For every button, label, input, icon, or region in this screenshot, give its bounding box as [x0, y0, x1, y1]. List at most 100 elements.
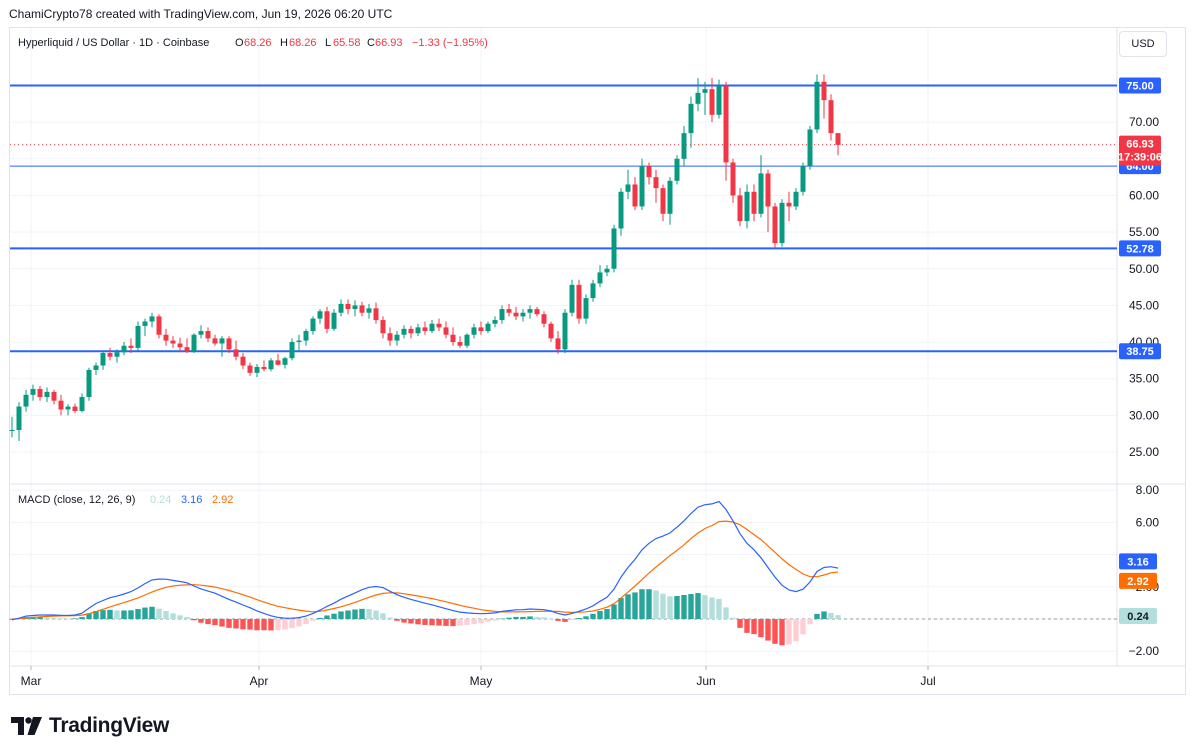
candle [485, 321, 491, 334]
macd-histogram-bar [443, 619, 449, 626]
macd-line [11, 500, 839, 621]
candle [289, 338, 295, 361]
macd-histogram-bar [541, 617, 547, 619]
candle-body [114, 352, 120, 357]
macd-histogram-bar [492, 619, 498, 621]
candle-body [212, 338, 218, 344]
candle-body [415, 327, 421, 334]
signal-value-tag: 2.92 [1119, 572, 1157, 589]
level-tag: 75.00 [1119, 77, 1161, 94]
tradingview-logo[interactable]: TradingView [11, 713, 169, 739]
candle-body [233, 349, 239, 357]
candle [779, 199, 785, 247]
candle [100, 350, 106, 370]
macd-legend-macd: 3.16 [181, 494, 202, 506]
macd-histogram-bar [695, 593, 701, 619]
candle [387, 327, 393, 346]
candle-body [492, 320, 498, 324]
macd-histogram-bar [464, 619, 470, 625]
macd-histogram-bar [429, 619, 435, 626]
macd-histogram-bar [142, 607, 148, 619]
candle-body [464, 334, 470, 346]
candles [9, 74, 841, 442]
candle-body [702, 89, 708, 93]
candle [58, 394, 64, 416]
candle-body [72, 406, 78, 411]
candle-body [289, 342, 295, 359]
level-tag: 52.78 [1119, 240, 1161, 257]
candle [394, 331, 400, 346]
candle [800, 162, 806, 196]
legend-close-label: C [367, 37, 375, 49]
candle [639, 158, 645, 211]
candle-body [828, 100, 834, 134]
candle-body [534, 309, 540, 315]
macd-histogram-bar [296, 619, 302, 627]
currency-button[interactable]: USD [1119, 31, 1167, 57]
macd-histogram-bar [408, 619, 414, 624]
macd-histogram-bar [667, 596, 673, 619]
candle [730, 158, 736, 203]
candle [541, 311, 547, 328]
candle-body [142, 321, 148, 326]
candle-body [30, 388, 36, 395]
legend-open-value: 68.26 [244, 37, 272, 49]
candle-body [800, 166, 806, 192]
macd-histogram-bar [324, 615, 330, 619]
macd-histogram-bar [737, 619, 743, 628]
candle [156, 314, 162, 339]
candle [408, 325, 414, 339]
macd-histogram-bar [744, 619, 750, 633]
macd-histogram-bar [786, 619, 792, 645]
candle-body [44, 391, 50, 398]
price-tick-label: 35.00 [1129, 372, 1159, 386]
candle [177, 337, 183, 353]
candle-body [772, 206, 778, 244]
macd-histogram-bar [576, 618, 582, 619]
candle [618, 188, 624, 236]
histogram-value-tag-text: 0.24 [1127, 611, 1149, 623]
candle [191, 333, 197, 354]
candle [233, 340, 239, 361]
candle [471, 323, 477, 339]
candle-body [436, 323, 442, 328]
level-tag-bg [1119, 240, 1161, 257]
candle [583, 294, 589, 324]
candle-body [352, 305, 358, 310]
candle [30, 384, 36, 401]
macd-histogram-bar [149, 606, 155, 619]
candle [632, 177, 638, 211]
legend-high-label: H [280, 37, 288, 49]
candle [198, 325, 204, 339]
candle-body [282, 358, 288, 365]
candle [163, 328, 169, 346]
level-tag-text: 75.00 [1126, 81, 1154, 93]
macd-histogram-bar [205, 619, 211, 625]
candle-body [373, 308, 379, 321]
candle-body [16, 406, 22, 431]
macd-histogram-bar [506, 617, 512, 619]
candle-body [723, 85, 729, 163]
candle-body [177, 343, 183, 348]
macd-histogram-bar [702, 595, 708, 619]
macd-histogram-bar [569, 619, 575, 620]
candle [331, 309, 337, 332]
candle [268, 358, 274, 372]
macd-histogram-bar [821, 611, 827, 619]
candle [23, 389, 29, 412]
candle-body [128, 345, 134, 348]
macd-signal-line [11, 520, 839, 620]
macd-histogram-bar [660, 593, 666, 619]
macd-histogram-bar [583, 616, 589, 619]
price-tick-label: 70.00 [1129, 115, 1159, 129]
macd-histogram-bar [254, 619, 260, 631]
candle [548, 321, 554, 343]
macd-histogram-bar [359, 608, 365, 619]
macd-histogram-bar [163, 610, 169, 619]
candle [555, 331, 561, 354]
macd-histogram-bar [485, 619, 491, 622]
macd-histogram-bar [58, 618, 64, 619]
candle [576, 279, 582, 324]
